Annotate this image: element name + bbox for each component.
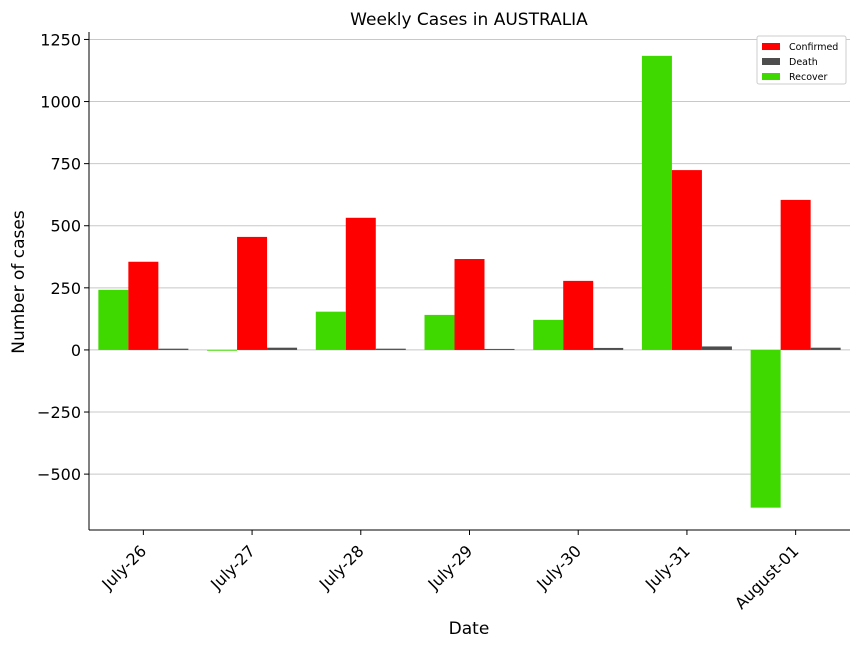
bar-recover: [207, 349, 238, 351]
x-ticks: July-26 July-27 July-28 July-29 July-30 July-…: [97, 530, 802, 613]
bar-recover: [533, 319, 564, 350]
bar-death: [593, 347, 624, 350]
bar-confirmed: [237, 236, 268, 350]
bar-death: [484, 348, 515, 350]
legend-swatch-recover: [762, 73, 780, 80]
bars: [98, 55, 841, 508]
legend-label-recover: Recover: [789, 72, 828, 83]
bar-confirmed: [128, 261, 159, 350]
bar-death: [158, 348, 189, 350]
y-ticks: −500 −250 0 250 500 750 1000 1250: [37, 30, 89, 484]
y-tick-label: 1250: [40, 30, 81, 49]
bar-confirmed: [563, 280, 594, 350]
bar-recover: [98, 289, 129, 350]
legend-swatch-death: [762, 58, 780, 65]
x-tick-label: August-01: [731, 541, 803, 613]
bar-death: [267, 347, 298, 350]
y-tick-label: 1000: [40, 93, 81, 112]
y-axis-label: Number of cases: [9, 210, 29, 354]
x-tick-label: July-29: [424, 541, 477, 594]
x-tick-label: July-31: [641, 541, 694, 594]
y-tick-label: 250: [50, 279, 81, 298]
bar-confirmed: [345, 217, 376, 350]
chart-title: Weekly Cases in AUSTRALIA: [350, 10, 588, 30]
grid-lines: [89, 38, 850, 475]
bar-confirmed: [671, 170, 702, 350]
x-tick-label: July-30: [532, 541, 585, 594]
y-tick-label: −500: [37, 465, 81, 484]
bar-death: [701, 346, 732, 350]
legend-label-death: Death: [789, 57, 818, 68]
x-tick-label: July-27: [206, 541, 259, 594]
bar-recover: [315, 311, 346, 350]
bar-recover: [750, 349, 781, 508]
bar-recover: [641, 55, 672, 350]
y-tick-label: 0: [71, 341, 81, 360]
bar-confirmed: [454, 259, 485, 350]
legend-label-confirmed: Confirmed: [789, 42, 838, 53]
x-tick-label: July-28: [315, 541, 368, 594]
bar-recover: [424, 314, 455, 350]
legend-swatch-confirmed: [762, 43, 780, 50]
bar-confirmed: [780, 199, 811, 350]
y-tick-label: 750: [50, 155, 81, 174]
bar-death: [810, 347, 841, 350]
legend: Confirmed Death Recover: [756, 35, 847, 85]
y-tick-label: 500: [50, 217, 81, 236]
x-tick-label: July-26: [97, 541, 150, 594]
x-axis-label: Date: [449, 619, 490, 639]
y-tick-label: −250: [37, 403, 81, 422]
bar-death: [375, 348, 406, 350]
